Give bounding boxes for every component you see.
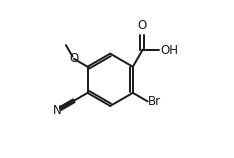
Text: O: O: [69, 52, 78, 65]
Text: Br: Br: [148, 95, 161, 108]
Text: N: N: [53, 104, 62, 117]
Text: OH: OH: [160, 44, 178, 57]
Text: O: O: [138, 19, 147, 32]
